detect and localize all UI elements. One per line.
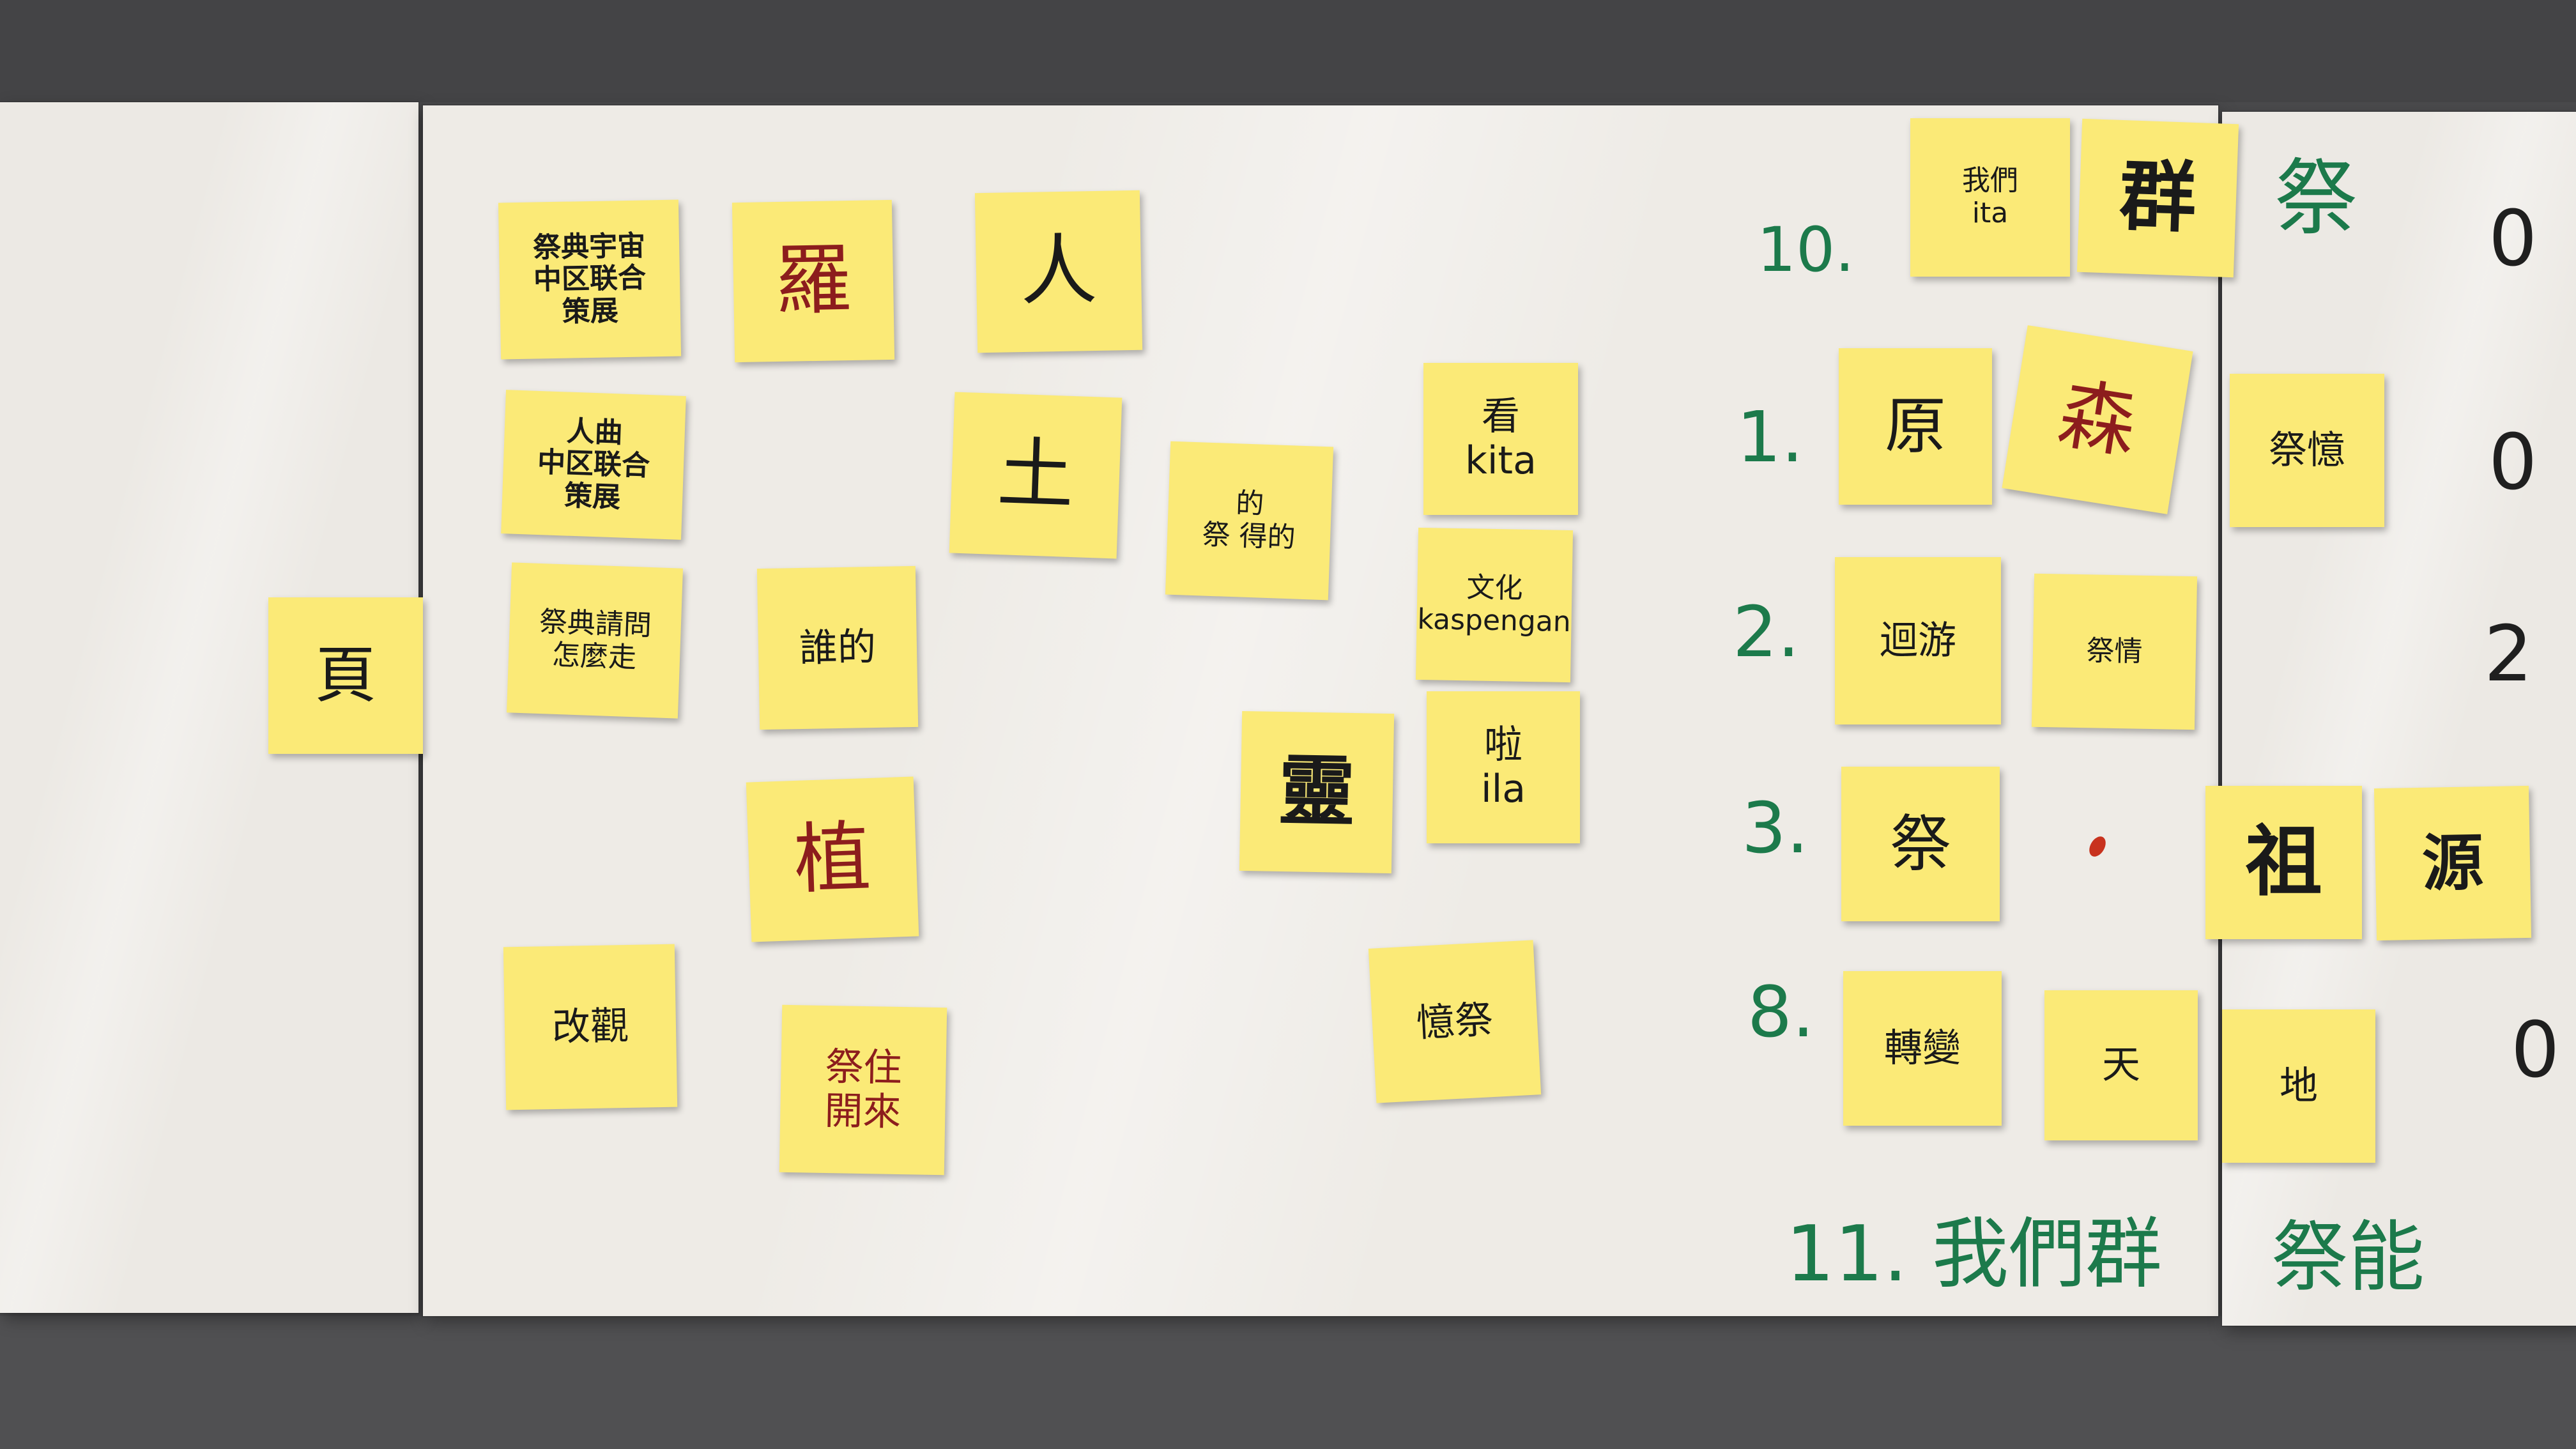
sticky-note: 森	[2002, 325, 2193, 514]
sticky-note: 靈	[1239, 710, 1395, 874]
list-number: 8.	[1747, 971, 1814, 1053]
sticky-note: 看 kita	[1423, 363, 1578, 515]
sticky-note: 祭典宇宙 中区联合 策展	[498, 199, 682, 360]
sticky-note: 天	[2044, 990, 2198, 1140]
sticky-note: 羅	[732, 199, 895, 363]
sticky-note: 迴游	[1835, 557, 2001, 724]
handwritten-digit: 0	[2511, 1006, 2560, 1095]
sticky-note: 人曲 中区联合 策展	[501, 390, 686, 540]
sticky-note: 祭典請問 怎麼走	[506, 562, 684, 719]
sticky-note: 源	[2373, 785, 2532, 941]
sticky-note: 祭	[1841, 767, 2000, 921]
wall-background	[0, 0, 2576, 102]
sticky-note: 改觀	[503, 944, 678, 1110]
handwritten-digit: 0	[2488, 195, 2538, 284]
sticky-note: 的 祭 得的	[1165, 441, 1334, 601]
sticky-note: 憶祭	[1368, 940, 1542, 1103]
handwritten-text: 祭能	[2271, 1213, 2425, 1302]
sticky-note: 誰的	[756, 565, 919, 730]
list-number: 2.	[1733, 591, 1800, 673]
sticky-note: 啦 ila	[1427, 691, 1580, 843]
sticky-note: 植	[746, 776, 919, 942]
handwritten-digit: 2	[2484, 610, 2533, 699]
handwritten-digit: 0	[2488, 418, 2538, 507]
sticky-note: 祭住 開來	[779, 1004, 947, 1176]
sticky-note: 頁	[268, 597, 423, 754]
sticky-note: 人	[974, 190, 1143, 353]
sticky-note: 我們 ita	[1910, 118, 2070, 277]
sticky-note: 土	[949, 392, 1123, 559]
sticky-note: 祖	[2205, 786, 2362, 939]
list-number: 1.	[1736, 396, 1804, 478]
sticky-note: 轉變	[1843, 971, 2002, 1126]
list-item-text: 11. 我們群	[1786, 1210, 2162, 1299]
sticky-note: 文化 kaspengan	[1415, 527, 1574, 683]
sticky-note: 原	[1839, 348, 1992, 505]
handwritten-character: 祭	[2274, 150, 2358, 247]
sticky-note: 群	[2076, 118, 2239, 278]
sticky-note: 祭憶	[2230, 374, 2384, 527]
list-number: 10.	[1757, 214, 1855, 286]
list-number: 3.	[1742, 787, 1809, 869]
floor-background	[0, 1316, 2576, 1449]
sticky-note: 祭情	[2031, 573, 2198, 730]
sticky-note: 地	[2222, 1009, 2375, 1163]
